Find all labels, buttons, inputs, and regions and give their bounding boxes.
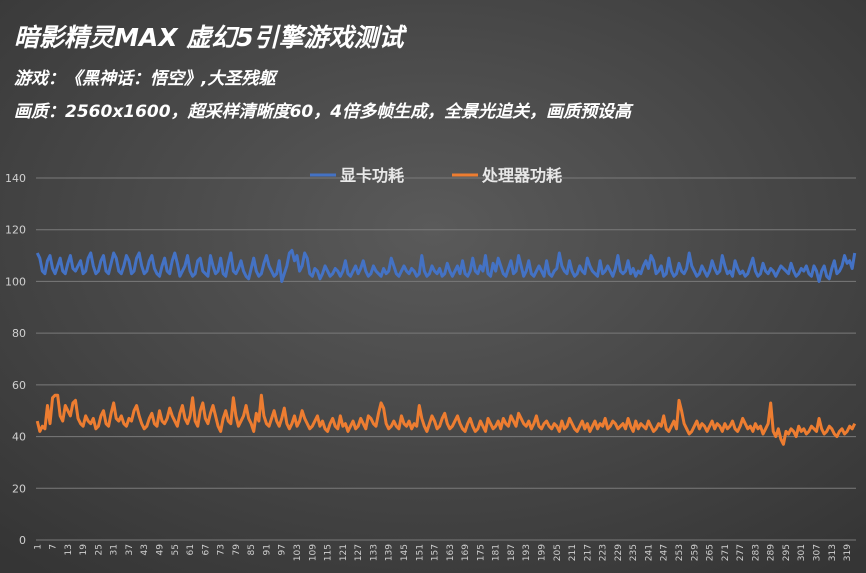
x-tick-label: 133 [369,544,379,561]
x-tick-label: 97 [278,544,288,555]
x-tick-label: 211 [568,544,578,561]
x-tick-label: 265 [706,544,716,561]
y-tick-label: 60 [12,379,26,392]
x-tick-label: 223 [599,544,609,561]
x-tick-label: 289 [767,544,777,561]
subtitle: 画质：2560x1600，超采样清晰度60，4倍多帧生成，全景光追关，画质预设高 [14,102,634,122]
x-tick-label: 271 [721,544,731,561]
x-tick-label: 283 [751,544,761,561]
x-tick-label: 37 [125,544,135,555]
x-tick-label: 1 [33,544,43,550]
x-tick-label: 25 [94,544,104,555]
y-tick-label: 0 [19,534,26,547]
x-tick-label: 49 [156,544,166,556]
y-tick-label: 120 [5,224,26,237]
x-tick-label: 79 [232,544,242,556]
x-tick-label: 163 [446,544,456,561]
subtitle: 游戏：《黑神话：悟空》,大圣残躯 [14,69,278,89]
x-tick-label: 109 [308,544,318,561]
y-tick-label: 80 [12,327,26,340]
y-tick-label: 20 [12,482,26,495]
x-tick-label: 169 [461,544,471,561]
series-line [35,248,857,283]
x-tick-label: 217 [583,544,593,561]
x-tick-label: 73 [217,544,227,555]
x-tick-label: 91 [262,544,272,555]
y-tick-label: 140 [5,172,26,185]
x-tick-label: 295 [782,544,792,561]
x-tick-label: 67 [201,544,211,555]
x-tick-label: 151 [415,544,425,561]
x-tick-label: 181 [492,544,502,561]
x-tick-label: 115 [324,544,334,561]
x-tick-label: 103 [293,544,303,561]
x-tick-label: 301 [797,544,807,561]
x-tick-label: 193 [522,544,532,561]
x-tick-label: 175 [476,544,486,561]
chart-title: 暗影精灵MAX 虚幻5引擎游戏测试 [14,23,408,52]
x-tick-label: 205 [553,544,563,561]
x-tick-label: 43 [140,544,150,555]
x-tick-label: 127 [354,544,364,561]
x-tick-label: 241 [644,544,654,561]
x-tick-label: 55 [171,544,181,555]
x-tick-label: 61 [186,544,196,555]
x-tick-label: 319 [843,544,853,561]
x-tick-label: 19 [79,544,89,556]
legend-label: 处理器功耗 [481,166,562,185]
y-tick-label: 100 [5,275,26,288]
x-tick-label: 139 [385,544,395,561]
x-tick-label: 313 [828,544,838,561]
x-tick-label: 235 [629,544,639,561]
x-tick-label: 7 [49,544,59,550]
y-tick-label: 40 [12,431,26,444]
series-line [35,393,857,446]
x-tick-label: 307 [813,544,823,561]
x-tick-label: 247 [660,544,670,561]
x-tick-label: 187 [507,544,517,561]
x-tick-label: 31 [110,544,120,555]
x-tick-label: 199 [537,544,547,561]
legend-label: 显卡功耗 [340,166,404,185]
x-tick-label: 277 [736,544,746,561]
x-tick-label: 229 [614,544,624,561]
x-tick-label: 259 [690,544,700,561]
x-tick-label: 13 [64,544,74,555]
x-tick-label: 157 [431,544,441,561]
x-tick-label: 145 [400,544,410,561]
x-tick-label: 121 [339,544,349,561]
x-tick-label: 85 [247,544,257,555]
x-tick-label: 253 [675,544,685,561]
